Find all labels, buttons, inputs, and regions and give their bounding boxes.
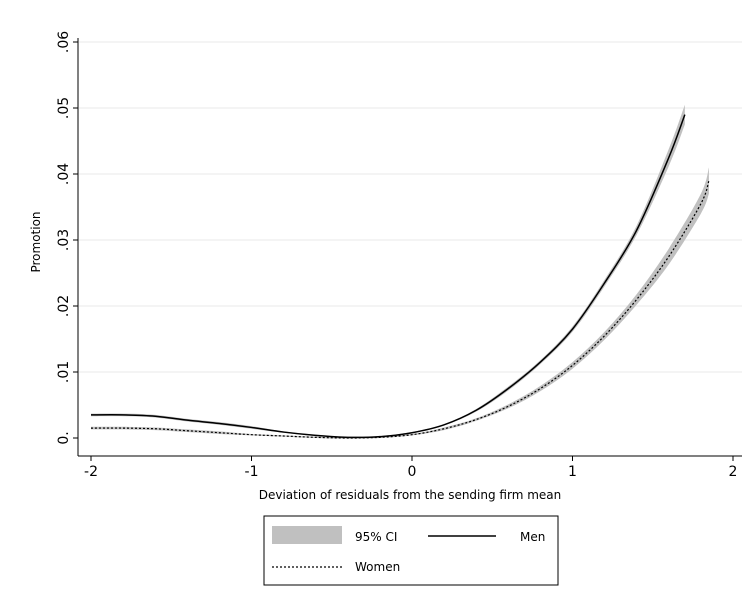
y-axis: 0. .01 .02 .03 .04 .05 .06	[56, 31, 79, 456]
series-line-men	[90, 114, 686, 439]
series-line-women	[90, 180, 710, 439]
y-axis-title: Promotion	[29, 211, 43, 272]
y-tick-label-1: .01	[56, 361, 72, 383]
y-tick-label-2: .02	[56, 295, 72, 317]
ci-band-women	[91, 167, 709, 439]
y-tick-label-4: .04	[56, 163, 72, 185]
y-tick-label-3: .03	[56, 229, 72, 251]
grid-lines	[79, 41, 742, 373]
x-axis: -2 -1 0 1 2	[78, 455, 742, 480]
x-tick-label-3: 1	[568, 464, 577, 480]
series-lines	[90, 114, 710, 439]
legend-women-label: Women	[355, 560, 400, 574]
x-tick-label-2: 0	[408, 464, 417, 480]
x-axis-title: Deviation of residuals from the sending …	[259, 488, 562, 502]
legend-ci-swatch	[272, 526, 342, 544]
ci-band-men	[91, 104, 685, 439]
x-tick-label-1: -1	[245, 464, 259, 480]
y-tick-label-6: .06	[56, 31, 72, 53]
y-tick-label-0: 0.	[56, 431, 72, 444]
x-tick-label-0: -2	[84, 464, 98, 480]
legend-ci-label: 95% CI	[355, 530, 397, 544]
legend: 95% CI Men Women	[263, 515, 559, 586]
x-tick-label-4: 2	[729, 464, 738, 480]
y-tick-label-5: .05	[56, 97, 72, 119]
ci-bands	[91, 104, 709, 439]
legend-men-label: Men	[520, 530, 545, 544]
